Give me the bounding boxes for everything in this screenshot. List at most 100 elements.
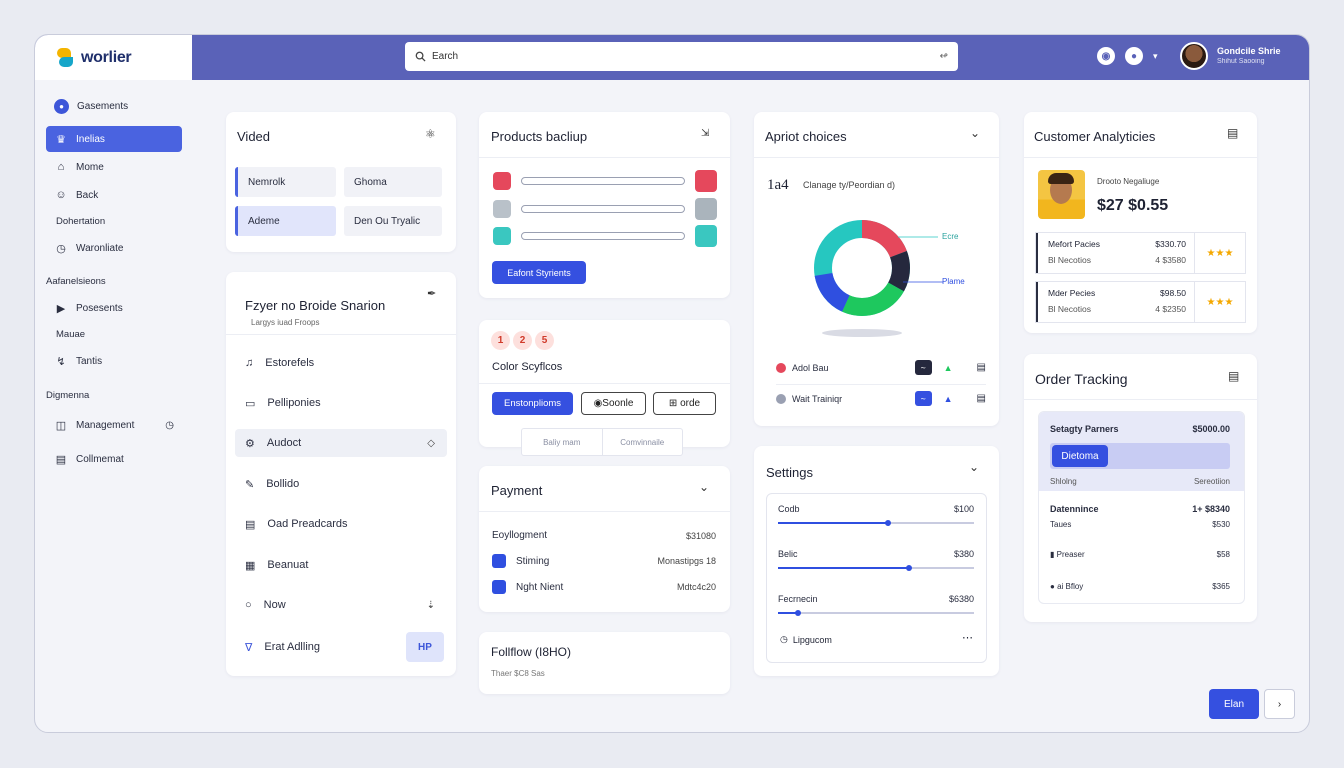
sidebar-item-waronliate[interactable]: ◷ Waronliate [46, 235, 182, 261]
legend-row[interactable]: Adol Bau ∼ ▲ ▤ [776, 360, 986, 375]
kpi-value: 1a4 [767, 177, 789, 193]
video-card: Vided ⚛ Nemrolk Ghoma Ademe Den Ou Tryal… [226, 112, 456, 252]
number-badge: 1 [491, 331, 510, 350]
product-row[interactable] [493, 170, 717, 192]
sidebar-item-label: Gasements [77, 100, 129, 112]
divider [226, 334, 456, 335]
slider-row: Codb $100 [778, 504, 974, 526]
outline-button[interactable]: ⊞ orde [653, 392, 716, 415]
list-item[interactable]: ▤ Oad Preadcards [235, 510, 447, 538]
clear-search-icon[interactable]: ↫ [939, 51, 948, 62]
messages-icon[interactable]: ● [1125, 47, 1143, 65]
donut-label: Ecre [942, 232, 959, 241]
chevron-down-icon[interactable]: ⌄ [969, 460, 980, 474]
sidebar-item-gasements[interactable]: ● Gasements [46, 93, 182, 119]
number-badge: 5 [535, 331, 554, 350]
products-card: Products bacliup ⇲ Eafont Styrients [479, 112, 730, 298]
sidebar-item-back[interactable]: ☺ Back [46, 182, 182, 208]
list-item[interactable]: ▭ Pelliponies [235, 389, 447, 417]
edit-icon[interactable]: ✒ [427, 288, 437, 300]
sidebar-section-dohertation[interactable]: Dohertation [56, 216, 106, 227]
color-card: 1 2 5 Color Scyflcos Enstonplioms ◉ Soonl… [479, 320, 730, 456]
row-label: Stiming [516, 555, 550, 567]
sidebar-item-posesents[interactable]: ▶ Posesents [46, 295, 182, 321]
checkbox[interactable] [492, 580, 506, 594]
order-row: ▮ Preaser $58 [1050, 550, 1230, 559]
search-input[interactable]: Earch [432, 51, 459, 62]
video-option[interactable]: Nemrolk [235, 167, 336, 197]
tab[interactable]: Comvinnaile [620, 437, 665, 447]
clipboard-icon[interactable]: ▤ [1227, 126, 1239, 140]
checkbox[interactable] [492, 554, 506, 568]
search-bar[interactable]: Earch ↫ [405, 42, 958, 71]
distribute-button[interactable]: Dietoma [1052, 445, 1108, 467]
secondary-action-button[interactable]: › [1264, 689, 1295, 719]
sidebar-section-heading: Aafanelsieons [46, 276, 106, 287]
card-title: Fzyer no Broide Snarion [245, 298, 386, 313]
slider-handle[interactable] [794, 610, 801, 616]
payment-row[interactable]: Nght Nient Mdtc4c20 [492, 580, 716, 594]
doc-icon[interactable]: ▤ [976, 362, 986, 373]
list-item-label: Audoct [266, 437, 302, 449]
filter-icon[interactable]: ⚛ [425, 127, 436, 141]
expand-icon[interactable]: ⇲ [701, 128, 710, 139]
chevron-down-icon[interactable]: ▾ [1153, 50, 1158, 61]
payment-row[interactable]: Stiming Monastipgs 18 [492, 554, 716, 568]
logo[interactable]: worlier [35, 35, 192, 80]
slider-handle[interactable] [884, 520, 891, 526]
slider[interactable] [778, 565, 974, 571]
sidebar-item-management[interactable]: ◫ Management ◷ [46, 412, 182, 438]
doc-icon[interactable]: ▤ [976, 393, 986, 404]
row-value: $530 [1212, 520, 1230, 529]
follow-card: Follflow (I8HO) Thaer $C8 Sas [479, 632, 730, 694]
chevron-down-icon[interactable]: ⌄ [970, 126, 981, 140]
outline-button[interactable]: ◉ Soonle [581, 392, 646, 415]
sidebar-section-mauae[interactable]: Mauae [56, 329, 86, 340]
tab[interactable]: Baliy mam [522, 429, 603, 455]
card-subtitle: Largys iuad Froops [251, 318, 320, 327]
slider-handle[interactable] [906, 565, 913, 571]
row-name: Mefort Pacies [1048, 239, 1100, 249]
list-item[interactable]: ▦ Beanuat [235, 551, 447, 579]
primary-button[interactable]: Enstonplioms [492, 392, 573, 415]
list-item[interactable]: ∇ Erat Adlling HP [235, 632, 447, 662]
list-item[interactable]: ○ Now ⇣ [235, 591, 447, 619]
sidebar-item-tantis[interactable]: ↯ Tantis [46, 348, 182, 374]
product-row[interactable] [493, 225, 717, 247]
list-item[interactable]: ✎ Bollido [235, 470, 447, 498]
video-option[interactable]: Den Ou Tryalic [344, 206, 442, 236]
slider[interactable] [778, 610, 974, 616]
top-actions: ◉ ● ▾ [1097, 47, 1158, 65]
legend-row[interactable]: Wait Trainiqr ∼ ▲ ▤ [776, 391, 986, 406]
list-item[interactable]: ♫ Estorefels [235, 349, 447, 377]
donut-segment [814, 220, 910, 316]
more-icon[interactable]: ⋯ [962, 632, 974, 644]
table-row[interactable]: Mefort Pacies Bl Necotios $330.70 4 $3580… [1035, 232, 1246, 274]
slider[interactable] [778, 520, 974, 526]
video-option[interactable]: Ghoma [344, 167, 442, 197]
order-row: ● ai Bfloy $365 [1050, 582, 1230, 591]
hp-button[interactable]: HP [406, 632, 444, 662]
settings-footer[interactable]: ◷ Lipgucom [780, 634, 832, 645]
sidebar-item-collmemat[interactable]: ▤ Collmemat [46, 446, 182, 472]
list-item-label: Beanuat [267, 559, 309, 571]
primary-action-button[interactable]: Elan [1209, 689, 1259, 719]
chevron-down-icon[interactable]: ⌄ [699, 480, 710, 494]
star-icon: ★★★ [1206, 247, 1234, 259]
product-row[interactable] [493, 198, 717, 220]
star-icon: ★★★ [1206, 296, 1234, 308]
notifications-icon[interactable]: ◉ [1097, 47, 1115, 65]
order-row: Datennince 1+ $8340 [1050, 504, 1230, 514]
row-label: Nght Nient [516, 581, 564, 593]
user-info[interactable]: Gondcile Shrie Shihut Saooing [1217, 46, 1281, 65]
sidebar: ● Gasements ♛ Inelias ⌂ Mome ☺ Back Dohe… [35, 80, 192, 732]
row-sub: Bl Necotios [1048, 304, 1091, 314]
list-item-highlighted[interactable]: ⚙ Audoct ◇ [235, 429, 447, 457]
video-option-selected[interactable]: Ademe [235, 206, 336, 236]
primary-button[interactable]: Eafont Styrients [492, 261, 586, 284]
table-row[interactable]: Mder Pecies Bl Necotios $98.50 4 $2350 ★★… [1035, 281, 1246, 323]
sidebar-item-mome[interactable]: ⌂ Mome [46, 154, 182, 180]
avatar[interactable] [1180, 42, 1208, 70]
sidebar-item-inelias[interactable]: ♛ Inelias [46, 126, 182, 152]
clipboard-icon[interactable]: ▤ [1228, 369, 1240, 383]
